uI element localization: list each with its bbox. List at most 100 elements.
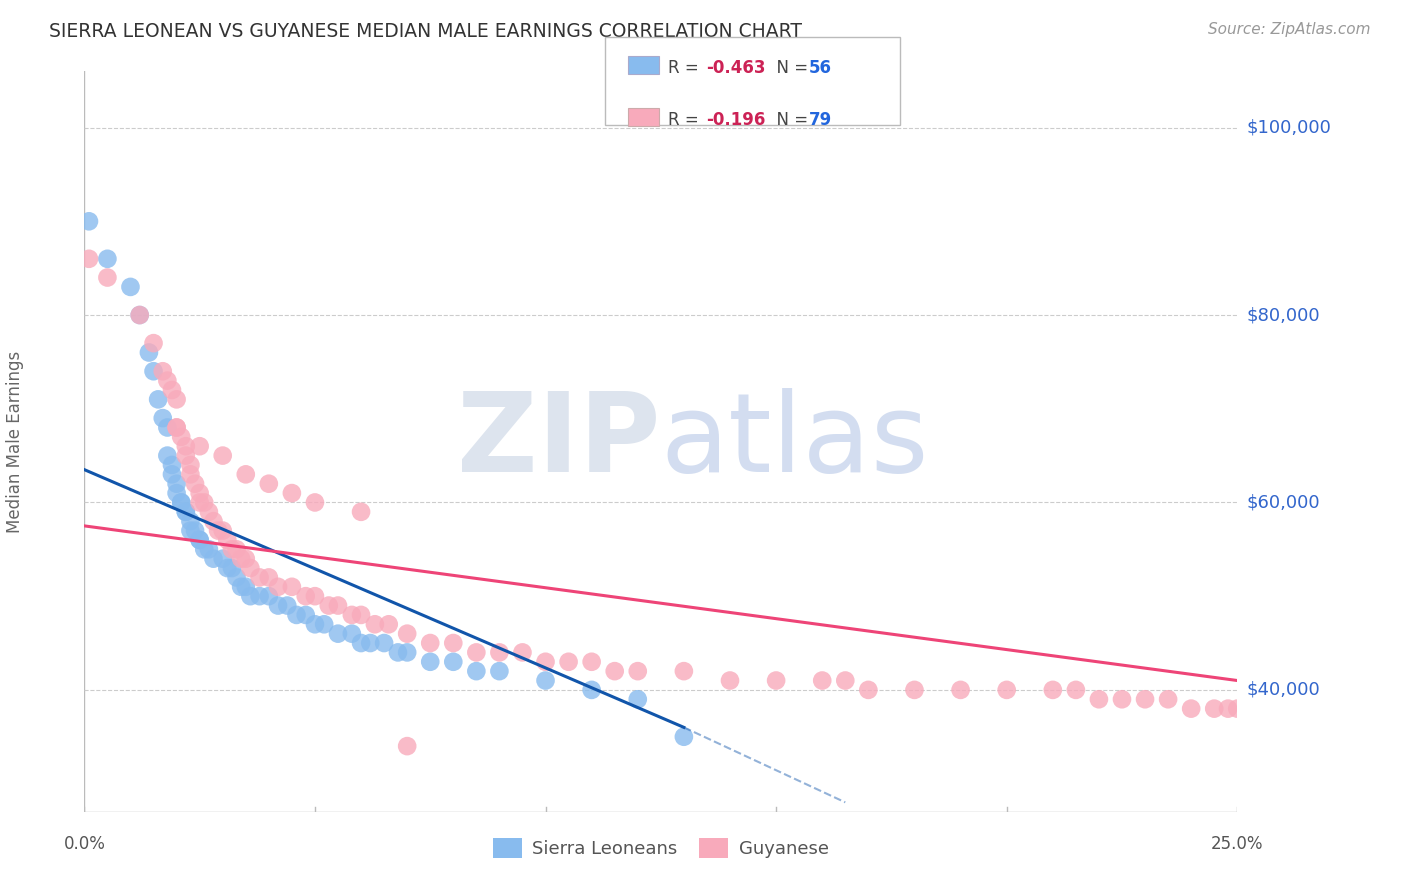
Point <box>156 449 179 463</box>
Point <box>207 524 229 538</box>
Point <box>179 514 201 528</box>
Point <box>257 589 280 603</box>
Text: atlas: atlas <box>661 388 929 495</box>
Point <box>326 599 349 613</box>
Point <box>160 467 183 482</box>
Point <box>1157 692 1180 706</box>
Point <box>142 336 165 351</box>
Point <box>138 345 160 359</box>
Point <box>627 692 650 706</box>
Point <box>340 626 363 640</box>
Point <box>350 636 373 650</box>
Point <box>314 617 336 632</box>
Text: -0.196: -0.196 <box>706 111 765 128</box>
Point <box>235 467 257 482</box>
Point <box>1133 692 1156 706</box>
Point <box>534 655 557 669</box>
Point <box>249 589 271 603</box>
Text: SIERRA LEONEAN VS GUYANESE MEDIAN MALE EARNINGS CORRELATION CHART: SIERRA LEONEAN VS GUYANESE MEDIAN MALE E… <box>49 22 803 41</box>
Point <box>1111 692 1133 706</box>
Point <box>235 551 257 566</box>
Point <box>174 449 197 463</box>
Point <box>179 467 201 482</box>
Point <box>377 617 399 632</box>
Point <box>858 682 880 697</box>
Point <box>174 439 197 453</box>
Point <box>77 214 100 228</box>
Point <box>326 626 349 640</box>
Point <box>96 252 118 266</box>
Point <box>285 607 308 622</box>
Point <box>198 542 221 557</box>
Point <box>627 664 650 678</box>
Point <box>202 551 225 566</box>
Text: 0.0%: 0.0% <box>63 835 105 853</box>
Point <box>1042 682 1064 697</box>
Point <box>217 561 239 575</box>
Point <box>581 655 603 669</box>
Point <box>373 636 395 650</box>
Point <box>718 673 741 688</box>
Point <box>156 374 179 388</box>
Point <box>188 533 211 547</box>
Point <box>239 589 262 603</box>
Point <box>465 645 488 659</box>
Point <box>267 599 290 613</box>
Text: Source: ZipAtlas.com: Source: ZipAtlas.com <box>1208 22 1371 37</box>
Point <box>1180 701 1202 715</box>
Point <box>1204 701 1226 715</box>
Point <box>146 392 169 407</box>
Point <box>318 599 340 613</box>
Point <box>128 308 150 322</box>
Text: -0.463: -0.463 <box>706 59 765 77</box>
Text: 79: 79 <box>808 111 832 128</box>
Point <box>179 524 201 538</box>
Point <box>193 542 215 557</box>
Point <box>170 495 193 509</box>
Point <box>1216 701 1239 715</box>
Point <box>249 570 271 584</box>
Point <box>995 682 1018 697</box>
Point <box>142 364 165 378</box>
Point <box>419 655 441 669</box>
Point <box>834 673 856 688</box>
Point <box>396 739 419 753</box>
Point <box>96 270 118 285</box>
Point <box>120 280 142 294</box>
Point <box>198 505 221 519</box>
Point <box>188 495 211 509</box>
Point <box>350 607 373 622</box>
Point <box>231 551 253 566</box>
Text: 56: 56 <box>808 59 831 77</box>
Point <box>179 458 201 472</box>
Point <box>488 645 510 659</box>
Point <box>235 580 257 594</box>
Point <box>257 476 280 491</box>
Point <box>193 495 215 509</box>
Text: $80,000: $80,000 <box>1247 306 1320 324</box>
Point <box>488 664 510 678</box>
Legend: Sierra Leoneans, Guyanese: Sierra Leoneans, Guyanese <box>485 830 837 865</box>
Point <box>512 645 534 659</box>
Point <box>188 486 211 500</box>
Text: $100,000: $100,000 <box>1247 119 1331 136</box>
Point <box>1088 692 1111 706</box>
Point <box>949 682 972 697</box>
Point <box>765 673 787 688</box>
Text: ZIP: ZIP <box>457 388 661 495</box>
Point <box>534 673 557 688</box>
Point <box>304 589 326 603</box>
Point <box>811 673 834 688</box>
Point <box>1064 682 1087 697</box>
Text: R =: R = <box>668 111 704 128</box>
Text: 25.0%: 25.0% <box>1211 835 1264 853</box>
Point <box>387 645 409 659</box>
Point <box>396 626 419 640</box>
Point <box>225 570 247 584</box>
Point <box>557 655 579 669</box>
Point <box>184 524 207 538</box>
Point <box>184 476 207 491</box>
Point <box>350 505 373 519</box>
Point <box>202 514 225 528</box>
Point <box>166 420 188 434</box>
